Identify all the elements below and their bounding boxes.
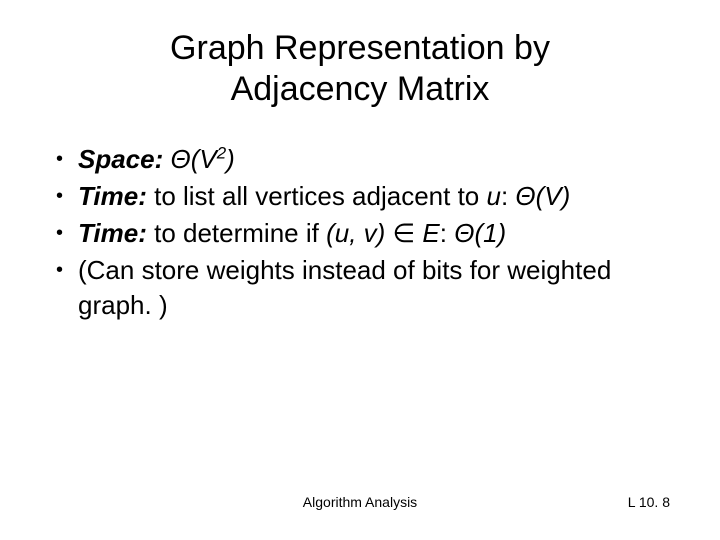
superscript-2: 2 xyxy=(217,143,226,162)
bullet-list: • Space: Θ(V2) • Time: to list all verti… xyxy=(48,142,672,323)
theta-1: Θ(1) xyxy=(454,218,506,248)
footer-right: L 10. 8 xyxy=(628,494,670,510)
colon-1: : xyxy=(501,181,508,211)
title-line-2: Adjacency Matrix xyxy=(231,70,490,108)
label-space: Space: xyxy=(78,144,163,174)
bullet-space: • Space: Θ(V2) xyxy=(56,142,672,177)
bullet-dot: • xyxy=(56,142,78,177)
bullet-text: Time: to list all vertices adjacent to u… xyxy=(78,179,672,214)
slide-title: Graph Representation by Adjacency Matrix xyxy=(48,28,672,110)
bullet-time-list: • Time: to list all vertices adjacent to… xyxy=(56,179,672,214)
element-of-symbol: ∈ xyxy=(385,218,422,248)
bullet-dot: • xyxy=(56,216,78,251)
bullet-text: Time: to determine if (u, v) ∈ E: Θ(1) xyxy=(78,216,672,251)
theta-v2-open: Θ(V xyxy=(171,144,217,174)
bullet-text: Space: Θ(V2) xyxy=(78,142,672,177)
bullet-time-determine: • Time: to determine if (u, v) ∈ E: Θ(1) xyxy=(56,216,672,251)
theta-v: Θ(V) xyxy=(515,181,570,211)
bullet-dot: • xyxy=(56,179,78,214)
bullet-weights: • (Can store weights instead of bits for… xyxy=(56,253,672,323)
time-determine-lead: to determine if xyxy=(147,218,326,248)
slide: Graph Representation by Adjacency Matrix… xyxy=(0,0,720,540)
theta-v2-close: ) xyxy=(226,144,235,174)
bullet-weights-text: (Can store weights instead of bits for w… xyxy=(78,253,672,323)
footer-center: Algorithm Analysis xyxy=(0,494,720,510)
label-time-1: Time: xyxy=(78,181,147,211)
bullet-dot: • xyxy=(56,253,78,323)
colon-2: : xyxy=(440,218,454,248)
label-time-2: Time: xyxy=(78,218,147,248)
var-uv: (u, v) xyxy=(326,218,385,248)
title-line-1: Graph Representation by xyxy=(170,29,550,67)
var-e: E xyxy=(422,218,439,248)
var-u: u xyxy=(486,181,500,211)
time-list-lead: to list all vertices adjacent to xyxy=(147,181,487,211)
